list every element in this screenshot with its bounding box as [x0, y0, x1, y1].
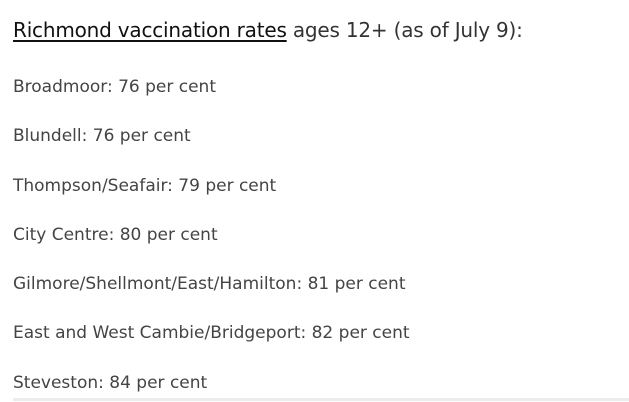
rate-item-steveston: Steveston: 84 per cent	[13, 373, 208, 393]
rate-item-east-west-cambie-bridgeport: East and West Cambie/Bridgeport: 82 per …	[13, 323, 410, 343]
rate-item-gilmore-shellmont-east-hamilton: Gilmore/Shellmont/East/Hamilton: 81 per …	[13, 274, 406, 294]
section-heading: Richmond vaccination rates ages 12+ (as …	[13, 18, 523, 42]
vaccination-rates-link[interactable]: Richmond vaccination rates	[13, 18, 287, 42]
rate-item-city-centre: City Centre: 80 per cent	[13, 225, 218, 245]
rate-item-blundell: Blundell: 76 per cent	[13, 126, 191, 146]
bottom-divider	[13, 398, 629, 401]
heading-suffix: ages 12+ (as of July 9):	[286, 18, 523, 42]
rate-item-thompson-seafair: Thompson/Seafair: 79 per cent	[13, 176, 277, 196]
rate-item-broadmoor: Broadmoor: 76 per cent	[13, 77, 216, 97]
